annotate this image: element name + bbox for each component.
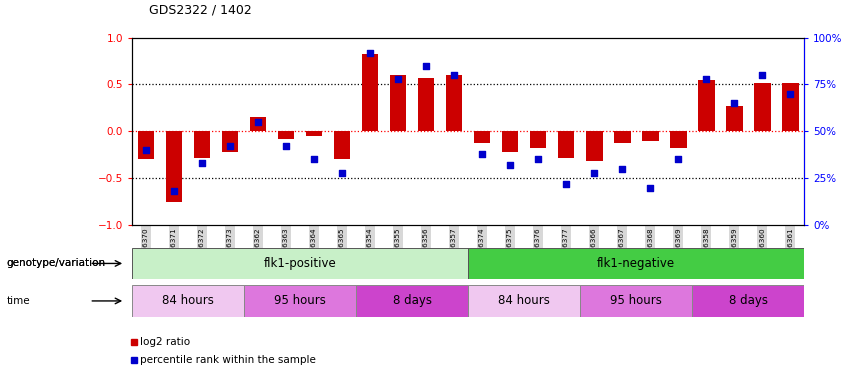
Bar: [193, 131, 210, 158]
Bar: [726, 106, 743, 131]
Point: [420, 63, 433, 69]
Point: [700, 76, 713, 82]
Bar: [614, 131, 631, 142]
Bar: [334, 131, 351, 159]
Point: [615, 166, 629, 172]
Bar: [244, 285, 356, 317]
Bar: [670, 131, 687, 148]
Point: [559, 181, 573, 187]
Point: [363, 50, 377, 55]
Bar: [468, 285, 580, 317]
Bar: [754, 82, 771, 131]
Text: 95 hours: 95 hours: [274, 294, 326, 307]
Bar: [474, 131, 490, 142]
Bar: [585, 131, 603, 161]
Point: [391, 76, 405, 82]
Bar: [132, 248, 468, 279]
Point: [195, 160, 208, 166]
Point: [587, 170, 601, 176]
Text: log2 ratio: log2 ratio: [140, 336, 191, 346]
Point: [643, 184, 657, 190]
Point: [728, 100, 741, 106]
Bar: [132, 285, 244, 317]
Point: [475, 151, 488, 157]
Bar: [221, 131, 238, 152]
Point: [223, 143, 237, 149]
Bar: [390, 75, 407, 131]
Bar: [277, 131, 294, 139]
Bar: [501, 131, 518, 152]
Text: time: time: [7, 296, 30, 306]
Point: [139, 147, 152, 153]
Bar: [468, 248, 804, 279]
Text: 8 days: 8 days: [392, 294, 431, 307]
Bar: [306, 131, 323, 136]
Bar: [138, 131, 154, 159]
Point: [279, 143, 293, 149]
Text: genotype/variation: genotype/variation: [7, 258, 106, 268]
Point: [531, 156, 545, 162]
Bar: [356, 285, 468, 317]
Text: flk1-positive: flk1-positive: [264, 257, 336, 270]
Point: [503, 162, 517, 168]
Bar: [446, 75, 462, 131]
Point: [307, 156, 321, 162]
Text: 84 hours: 84 hours: [498, 294, 550, 307]
Text: genotype/variation: genotype/variation: [6, 258, 106, 268]
Text: GDS2322 / 1402: GDS2322 / 1402: [149, 4, 252, 17]
Bar: [418, 78, 434, 131]
Bar: [362, 54, 379, 131]
Text: percentile rank within the sample: percentile rank within the sample: [140, 355, 317, 365]
Point: [251, 119, 265, 125]
Bar: [529, 131, 546, 148]
Text: flk1-negative: flk1-negative: [597, 257, 675, 270]
Point: [756, 72, 769, 78]
Text: 8 days: 8 days: [728, 294, 768, 307]
Point: [167, 188, 180, 194]
Bar: [557, 131, 574, 158]
Text: 84 hours: 84 hours: [162, 294, 214, 307]
Bar: [692, 285, 804, 317]
Point: [671, 156, 685, 162]
Bar: [165, 131, 182, 202]
Bar: [698, 80, 715, 131]
Point: [448, 72, 461, 78]
Text: 95 hours: 95 hours: [610, 294, 662, 307]
Point: [784, 91, 797, 97]
Bar: [642, 131, 659, 141]
Bar: [249, 117, 266, 131]
Bar: [580, 285, 692, 317]
Bar: [782, 82, 798, 131]
Point: [335, 170, 349, 176]
